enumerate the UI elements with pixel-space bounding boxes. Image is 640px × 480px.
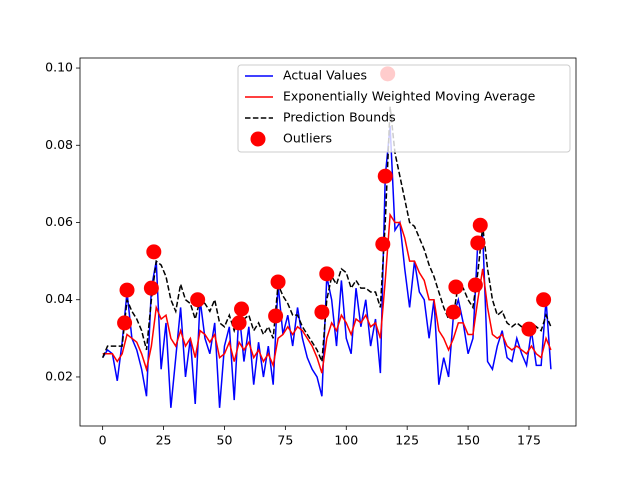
outlier-point <box>234 301 250 317</box>
outlier-point <box>472 217 488 233</box>
outlier-point <box>470 235 486 251</box>
plot-frame <box>79 57 577 427</box>
outlier-point <box>467 277 483 293</box>
legend-label: Exponentially Weighted Moving Average <box>283 89 536 104</box>
outlier-point <box>521 321 537 337</box>
outlier-point <box>231 315 247 331</box>
x-tick-label: 175 <box>517 433 541 448</box>
y-tick-label: 0.10 <box>45 60 73 75</box>
legend-label: Actual Values <box>283 68 367 83</box>
outlier-point <box>146 244 162 260</box>
x-tick-label: 125 <box>395 433 419 448</box>
outlier-point <box>268 308 284 324</box>
legend-label: Outliers <box>283 131 332 146</box>
legend-box <box>237 64 571 153</box>
y-tick-label: 0.06 <box>45 214 73 229</box>
x-tick-label: 75 <box>277 433 293 448</box>
series-line <box>102 212 552 374</box>
x-tick-label: 0 <box>99 433 107 448</box>
outlier-point <box>536 292 552 308</box>
outlier-point <box>117 315 133 331</box>
outlier-point <box>375 236 391 252</box>
outlier-point <box>119 282 135 298</box>
legend-label: Prediction Bounds <box>283 110 396 125</box>
outlier-point <box>448 279 464 295</box>
outlier-point <box>319 266 335 282</box>
y-tick-label: 0.04 <box>45 291 73 306</box>
x-tick-label: 25 <box>156 433 172 448</box>
x-tick-label: 50 <box>217 433 233 448</box>
outlier-point <box>377 168 393 184</box>
outlier-point <box>445 304 461 320</box>
x-tick-label: 150 <box>456 433 480 448</box>
outlier-point <box>314 304 330 320</box>
outlier-point <box>270 274 286 290</box>
outlier-point <box>143 280 159 296</box>
y-tick-label: 0.02 <box>45 368 73 383</box>
outlier-point <box>190 292 206 308</box>
legend-marker <box>250 131 266 147</box>
x-tick-label: 100 <box>334 433 358 448</box>
y-tick-label: 0.08 <box>45 137 73 152</box>
